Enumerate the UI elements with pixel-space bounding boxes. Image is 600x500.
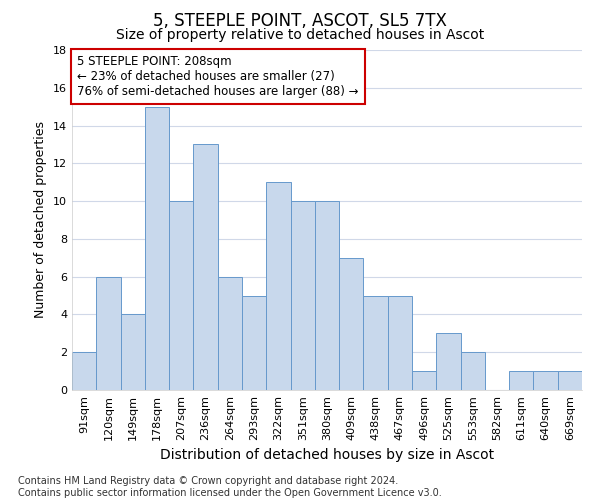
Bar	[96, 276, 121, 390]
Bar	[315, 201, 339, 390]
Bar	[533, 371, 558, 390]
Bar	[339, 258, 364, 390]
Bar	[145, 106, 169, 390]
Bar	[242, 296, 266, 390]
Bar	[193, 144, 218, 390]
Bar	[461, 352, 485, 390]
Bar	[436, 334, 461, 390]
Text: Size of property relative to detached houses in Ascot: Size of property relative to detached ho…	[116, 28, 484, 42]
Bar	[72, 352, 96, 390]
Text: 5 STEEPLE POINT: 208sqm
← 23% of detached houses are smaller (27)
76% of semi-de: 5 STEEPLE POINT: 208sqm ← 23% of detache…	[77, 55, 359, 98]
Text: Contains HM Land Registry data © Crown copyright and database right 2024.
Contai: Contains HM Land Registry data © Crown c…	[18, 476, 442, 498]
Text: 5, STEEPLE POINT, ASCOT, SL5 7TX: 5, STEEPLE POINT, ASCOT, SL5 7TX	[153, 12, 447, 30]
Bar	[169, 201, 193, 390]
Bar	[412, 371, 436, 390]
Y-axis label: Number of detached properties: Number of detached properties	[34, 122, 47, 318]
Bar	[388, 296, 412, 390]
Bar	[121, 314, 145, 390]
Bar	[509, 371, 533, 390]
Bar	[558, 371, 582, 390]
Bar	[266, 182, 290, 390]
Bar	[364, 296, 388, 390]
X-axis label: Distribution of detached houses by size in Ascot: Distribution of detached houses by size …	[160, 448, 494, 462]
Bar	[290, 201, 315, 390]
Bar	[218, 276, 242, 390]
